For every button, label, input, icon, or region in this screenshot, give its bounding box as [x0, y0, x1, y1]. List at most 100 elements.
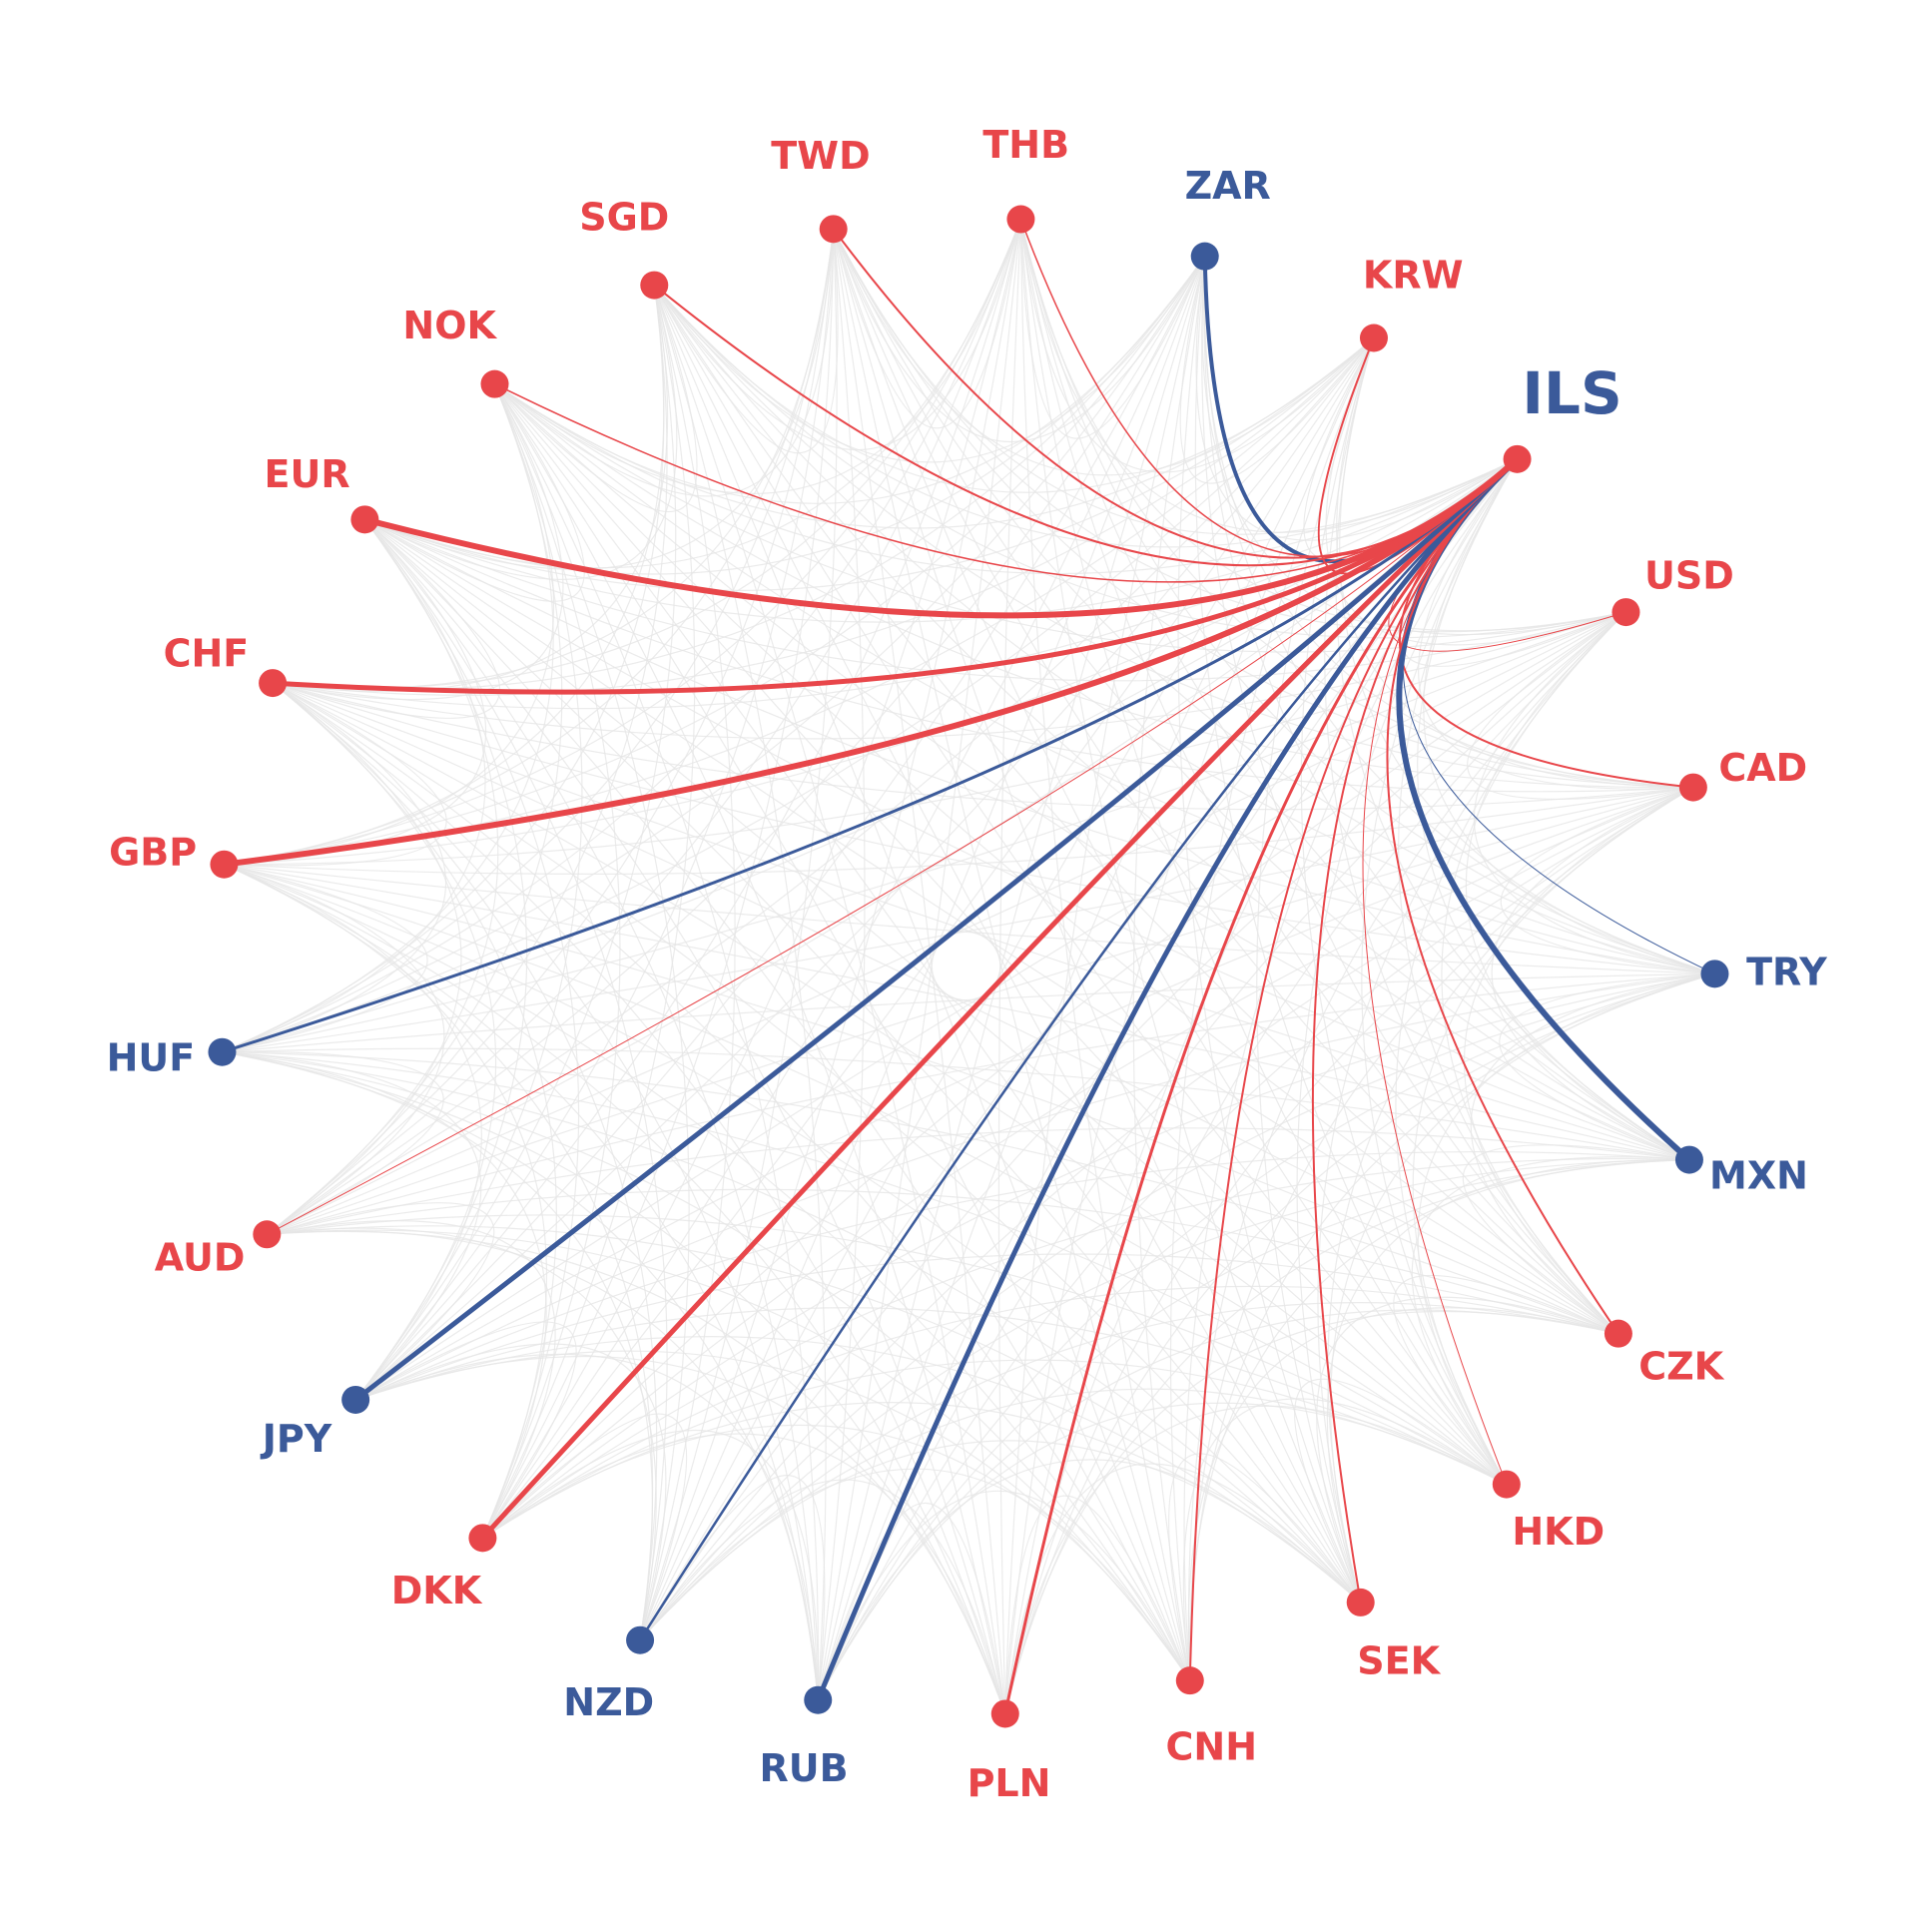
background-edge: [267, 1225, 1362, 1604]
background-edge: [833, 229, 1191, 1681]
background-edges: [222, 219, 1715, 1714]
edge: [1188, 458, 1519, 1681]
background-edge: [1187, 611, 1626, 1681]
background-edge: [364, 518, 1715, 974]
background-edge: [272, 383, 564, 701]
background-edge: [363, 518, 580, 1539]
background-edge: [354, 1355, 1006, 1714]
background-edge: [1004, 1495, 1191, 1714]
background-edge: [222, 1051, 1191, 1681]
background-edge: [354, 219, 1022, 1401]
background-edge: [1132, 256, 1206, 1681]
background-edge: [817, 458, 1519, 1700]
background-edge: [363, 518, 819, 1700]
background-edge: [1294, 1378, 1508, 1604]
background-edge: [494, 337, 1375, 529]
nodes: ZAR KRW USD CAD TRY MXN CZK HKD SEK CNH PLN RUB NZD D…: [107, 123, 1828, 1805]
background-edge: [1499, 972, 1715, 1161]
background-edge: [222, 972, 1715, 1053]
background-edge: [494, 383, 1690, 1161]
background-edge: [653, 219, 1022, 450]
node-label: USD: [1644, 554, 1734, 598]
background-edge: [1256, 337, 1375, 1604]
edge: [1386, 458, 1619, 1335]
background-edge: [833, 229, 1715, 974]
edge: [815, 457, 1520, 1701]
edge: [353, 457, 1520, 1402]
background-edge: [1019, 219, 1206, 439]
background-edge: [222, 1051, 1619, 1335]
node: [1359, 323, 1388, 352]
background-edge: [272, 682, 497, 1401]
background-edge: [1300, 337, 1508, 1485]
background-edge: [354, 1353, 819, 1700]
background-edge: [222, 1051, 819, 1700]
edge: [1311, 458, 1519, 1604]
node: [819, 215, 848, 244]
background-edge: [1004, 1405, 1508, 1714]
background-edge: [267, 1227, 657, 1640]
background-edge: [639, 1479, 1006, 1714]
background-edge: [494, 256, 1206, 504]
background-edge: [482, 1433, 1006, 1714]
edge: [1019, 219, 1519, 558]
background-edge: [364, 458, 1518, 623]
background-edge: [1004, 1463, 1362, 1714]
background-edge: [222, 256, 1206, 1053]
background-edge: [266, 229, 835, 1235]
node: [210, 850, 239, 879]
background-edge: [267, 787, 1694, 1235]
center-node: [1503, 444, 1532, 473]
background-edge: [354, 1321, 577, 1539]
background-edge: [653, 285, 1619, 1335]
background-edge: [817, 1159, 1689, 1700]
background-edge: [494, 383, 1626, 653]
background-edge: [224, 864, 482, 1401]
background-edge: [1168, 1453, 1362, 1681]
background-edge: [1418, 458, 1693, 790]
background-edge: [494, 285, 698, 513]
background-edge: [266, 285, 668, 1235]
node: [1674, 1145, 1703, 1174]
background-edge: [639, 219, 1022, 1640]
background-edge: [481, 383, 621, 1539]
node: [804, 1685, 833, 1714]
background-edge: [1004, 787, 1694, 1714]
node: [1190, 242, 1219, 271]
background-edge: [273, 458, 1518, 710]
node: [208, 1037, 237, 1066]
background-edge: [1201, 256, 1619, 1335]
background-edge: [354, 1307, 1508, 1486]
background-edge: [494, 383, 1362, 1604]
node: [350, 505, 379, 534]
node: [480, 369, 509, 398]
background-edge: [1194, 256, 1508, 1485]
background-edge: [653, 285, 1693, 789]
background-edge: [354, 383, 583, 1401]
background-edge: [639, 1302, 1619, 1641]
background-edge: [817, 787, 1694, 1700]
node-label: NZD: [563, 1680, 654, 1724]
background-edge: [222, 1051, 1006, 1714]
node: [468, 1524, 497, 1553]
background-edge: [222, 219, 1021, 1053]
background-edge: [481, 285, 696, 1539]
background-edge: [354, 1343, 667, 1640]
background-edge: [1019, 219, 1619, 1335]
background-edge: [222, 458, 1518, 1053]
background-edge: [639, 972, 1715, 1641]
background-edge: [224, 611, 1626, 866]
background-edge: [639, 1475, 826, 1700]
background-edge: [1470, 972, 1715, 1335]
background-edge: [482, 1285, 1619, 1539]
edge: [832, 228, 1519, 559]
edge: [639, 457, 1519, 1641]
node: [1678, 773, 1707, 802]
background-edge: [222, 1051, 482, 1401]
background-edge: [1361, 458, 1519, 1485]
node: [341, 1385, 370, 1414]
background-edge: [272, 682, 819, 1700]
background-edge: [224, 864, 445, 1235]
background-edge: [364, 337, 1375, 591]
background-edge: [222, 864, 428, 1053]
